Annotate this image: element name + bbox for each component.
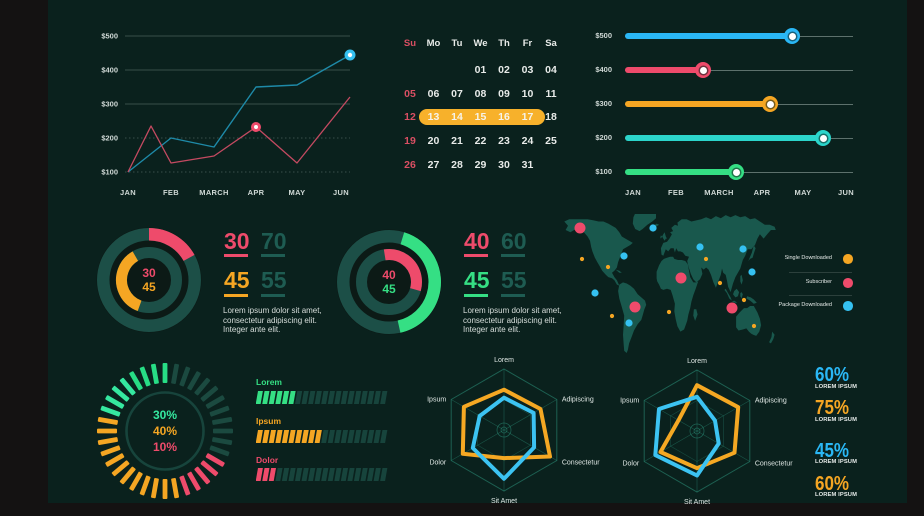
svg-text:FEB: FEB [163, 188, 179, 197]
svg-text:10%: 10% [153, 440, 177, 454]
svg-text:Ipsum: Ipsum [620, 398, 639, 405]
svg-text:45: 45 [382, 282, 396, 296]
svg-text:$100: $100 [101, 168, 118, 177]
svg-text:Dolor: Dolor [622, 461, 639, 468]
svg-text:Lorem: Lorem [494, 357, 514, 364]
svg-text:Adipiscing: Adipiscing [755, 398, 787, 405]
svg-text:Sit Amet: Sit Amet [491, 498, 517, 505]
svg-text:$300: $300 [101, 100, 118, 109]
svg-text:Consectetur: Consectetur [755, 461, 793, 468]
svg-text:Sit Amet: Sit Amet [684, 499, 710, 506]
svg-text:40%: 40% [153, 424, 177, 438]
svg-text:$200: $200 [101, 134, 118, 143]
svg-text:45: 45 [142, 280, 156, 294]
svg-text:30: 30 [142, 266, 156, 280]
svg-text:JAN: JAN [120, 188, 136, 197]
svg-text:MARCH: MARCH [199, 188, 228, 197]
svg-text:Dolor: Dolor [429, 460, 446, 467]
svg-text:MAY: MAY [289, 188, 306, 197]
svg-text:$500: $500 [101, 32, 118, 41]
svg-text:30%: 30% [153, 408, 177, 422]
svg-text:Ipsum: Ipsum [427, 397, 446, 404]
svg-text:APR: APR [248, 188, 265, 197]
svg-text:40: 40 [382, 268, 396, 282]
svg-text:JUN: JUN [333, 188, 349, 197]
svg-text:Consectetur: Consectetur [562, 460, 600, 467]
svg-text:Adipiscing: Adipiscing [562, 397, 594, 404]
svg-text:Lorem: Lorem [687, 358, 707, 365]
svg-text:$400: $400 [101, 66, 118, 75]
